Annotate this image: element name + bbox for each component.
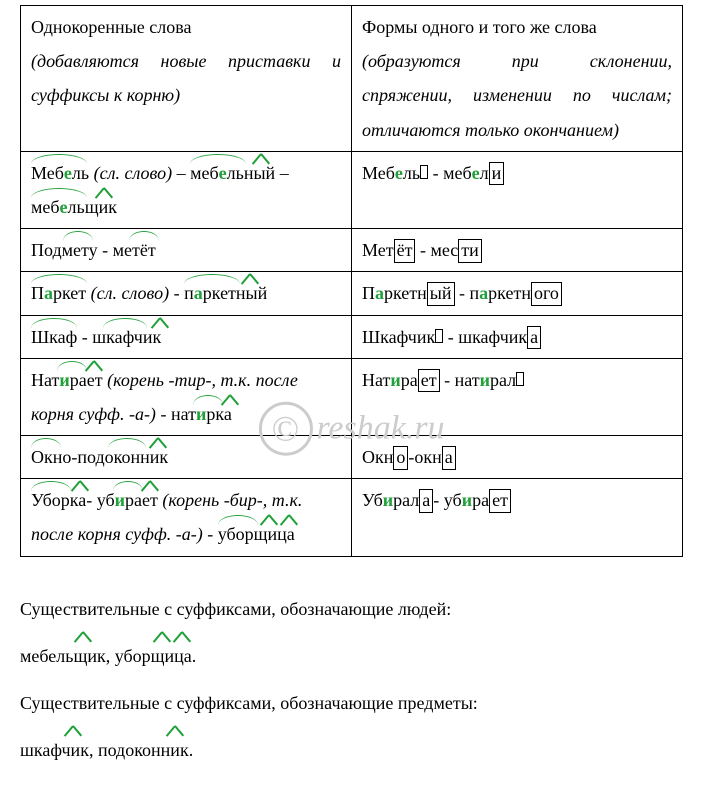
ending-box: ет xyxy=(418,369,440,393)
word-podmetu: Подмету - метёт xyxy=(31,233,156,267)
ending-box: ого xyxy=(531,282,562,306)
row5-right: Натирает - натирал xyxy=(352,358,683,435)
header-right: Формы одного и того же слова (образуются… xyxy=(352,6,683,152)
word-shkaf: Шкаф - шкафчик xyxy=(31,320,161,354)
ending-box: ёт xyxy=(394,239,416,263)
word-mebelshchik: мебельщик xyxy=(31,190,117,224)
row3-right: Паркетный - паркетного xyxy=(352,272,683,315)
row4-right: Шкафчик - шкафчика xyxy=(352,315,683,358)
header-left: Однокоренные слова (добавляются новые пр… xyxy=(21,6,352,152)
ending-box: а xyxy=(419,489,433,513)
word-uborka: Уборка xyxy=(31,483,86,517)
header-right-title: Формы одного и того же слова xyxy=(362,10,672,44)
word-mebelnyy: мебельный xyxy=(190,156,275,190)
word-podokonnik2: подоконник xyxy=(98,728,189,773)
ending-box: о xyxy=(393,446,408,470)
ending-box xyxy=(420,165,428,179)
word-parketnyy: паркетный xyxy=(184,276,267,310)
ending-box: а xyxy=(442,446,456,470)
header-left-sub: (добавляются новые приставки и суффиксы … xyxy=(31,44,341,112)
word-natiraet: Натирает xyxy=(31,363,103,397)
ending-box: ет xyxy=(489,489,511,513)
people-list: мебельщик , уборщица . xyxy=(20,634,683,679)
word-uborshchica: уборщица xyxy=(218,517,295,551)
word-natirka: натирка xyxy=(171,397,232,431)
below-text: Существительные с суффиксами, обозначающ… xyxy=(20,587,683,773)
word-okno: Окно-подоконник xyxy=(31,440,168,474)
objects-header: Существительные с суффиксами, обозначающ… xyxy=(20,681,683,726)
ending-box: и xyxy=(489,162,505,186)
ending-box: ый xyxy=(427,282,455,306)
word-shkafchik2: шкафчик xyxy=(20,728,89,773)
word-mebelshchik2: мебельщик xyxy=(20,634,106,679)
word-parket: Паркет xyxy=(31,276,86,310)
row6-left: Окно-подоконник xyxy=(21,436,352,479)
ending-box: а xyxy=(527,326,541,350)
row2-left: Подмету - метёт xyxy=(21,229,352,272)
people-header: Существительные с суффиксами, обозначающ… xyxy=(20,587,683,632)
ending-box: ти xyxy=(458,239,482,263)
row7-right: Убирала- убирает xyxy=(352,479,683,556)
objects-list: шкафчик , подоконник . xyxy=(20,728,683,773)
row3-left: Паркет (сл. слово) - паркетный xyxy=(21,272,352,315)
row6-right: Окно-окна xyxy=(352,436,683,479)
row1-left: Мебель (сл. слово) – мебельный – мебельщ… xyxy=(21,151,352,228)
row2-right: Метёт - мести xyxy=(352,229,683,272)
morphology-table: Однокоренные слова (добавляются новые пр… xyxy=(20,5,683,557)
row7-left: Уборка - убирает (корень -бир-, т.к. пос… xyxy=(21,479,352,556)
header-right-sub: (образуются при склонении, спряжении, из… xyxy=(362,44,672,147)
word-ubiraet: убирает xyxy=(97,483,158,517)
word-mebel: Мебель xyxy=(31,156,89,190)
word-uborshchica2: уборщица xyxy=(115,634,192,679)
ending-box xyxy=(516,372,524,386)
row1-right: Мебель - мебели xyxy=(352,151,683,228)
row4-left: Шкаф - шкафчик xyxy=(21,315,352,358)
row5-left: Натирает (корень -тир-, т.к. после корня… xyxy=(21,358,352,435)
header-left-title: Однокоренные слова xyxy=(31,10,341,44)
